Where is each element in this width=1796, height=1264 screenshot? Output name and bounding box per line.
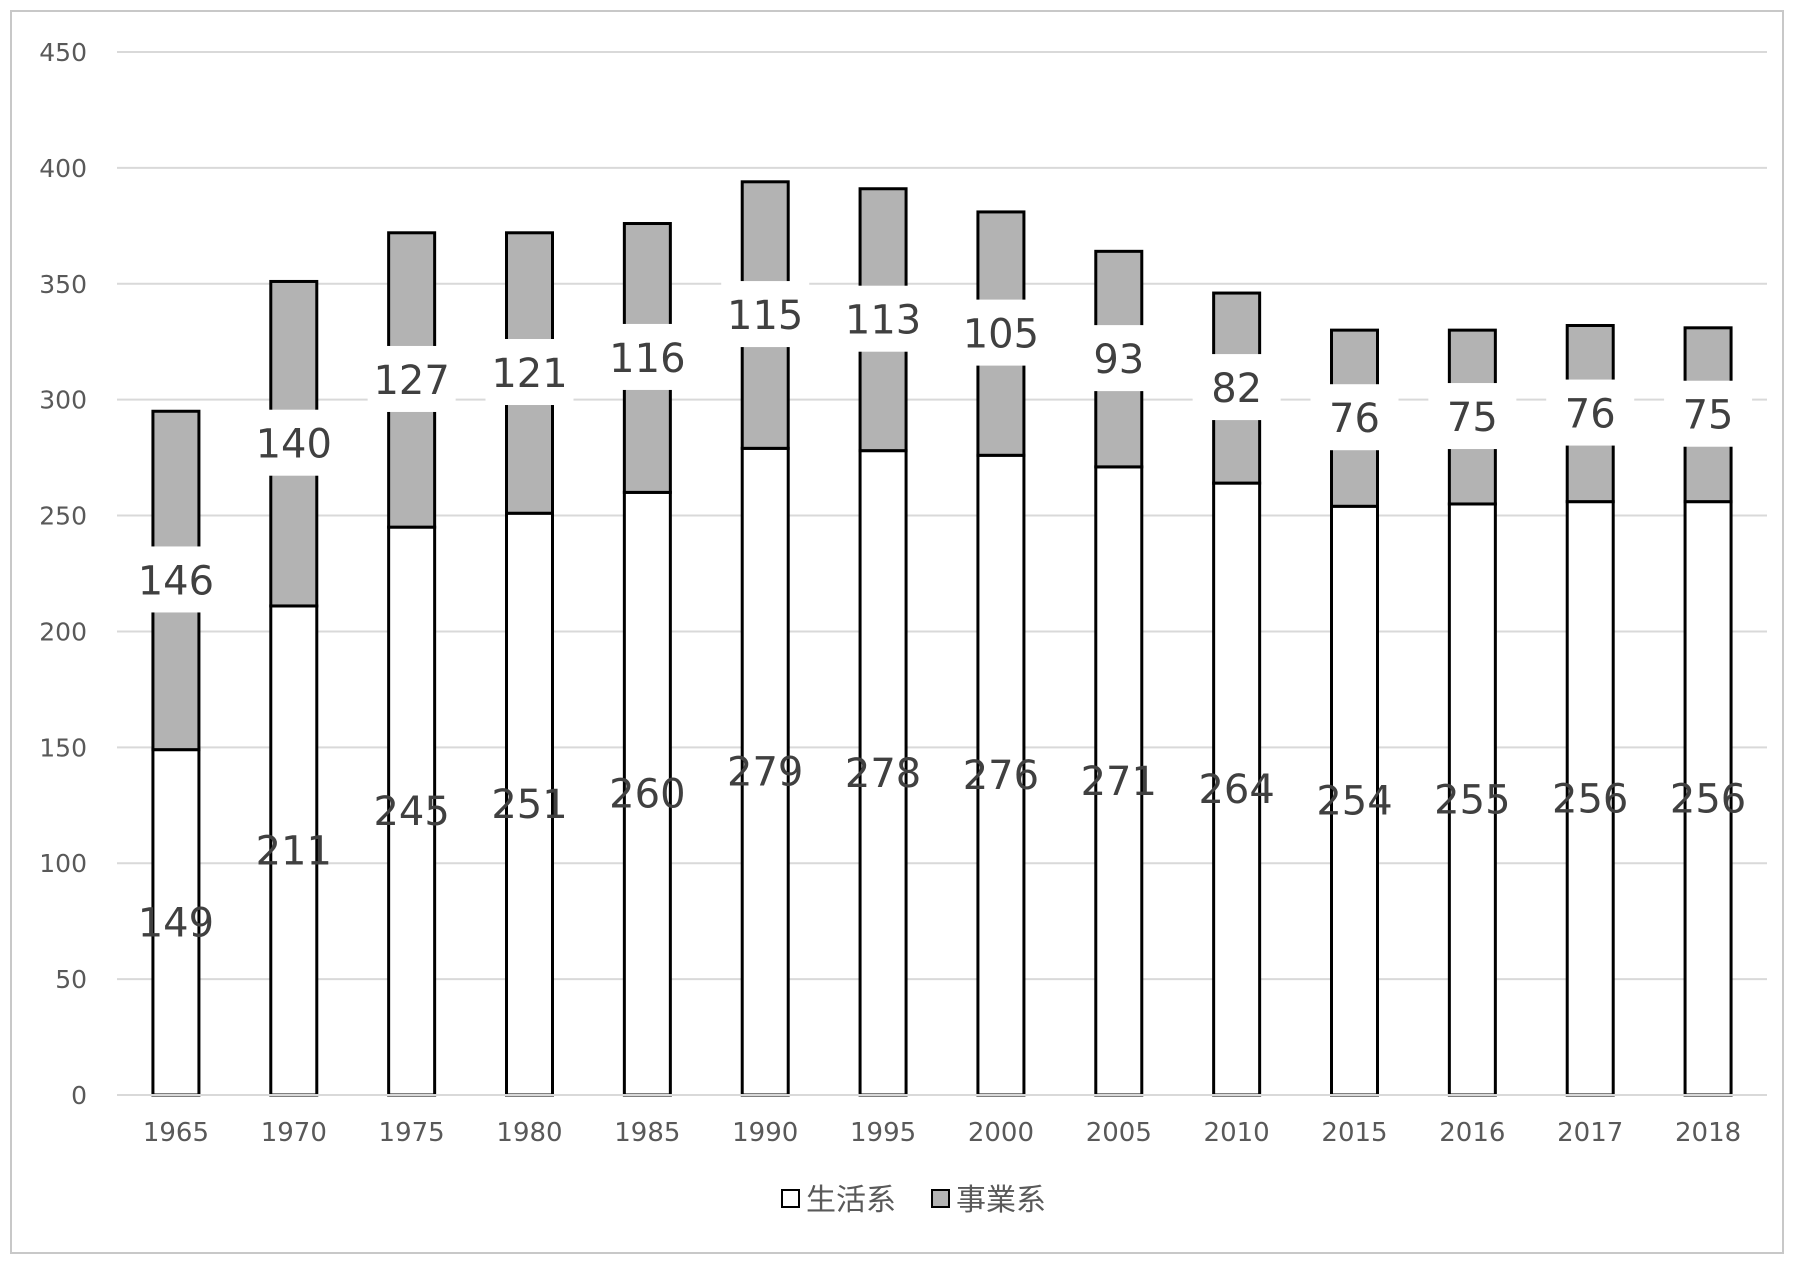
legend-label: 生活系 bbox=[806, 1183, 896, 1218]
bar-segment-seikatsu bbox=[1330, 504, 1379, 1097]
y-tick-label: 350 bbox=[39, 270, 87, 299]
y-tick-label: 450 bbox=[39, 38, 87, 67]
legend: 生活系 事業系 bbox=[781, 1183, 1046, 1218]
y-tick-label: 100 bbox=[39, 849, 87, 878]
data-label-bg bbox=[1192, 354, 1281, 421]
data-label-seikatsu: 251 bbox=[491, 782, 567, 828]
data-label-jigyou: 146 bbox=[138, 558, 214, 604]
data-label-seikatsu: 264 bbox=[1198, 767, 1274, 813]
data-label-bg bbox=[1546, 379, 1635, 446]
data-label-jigyou: 140 bbox=[256, 422, 332, 468]
data-label-bg bbox=[1310, 384, 1399, 451]
data-label-jigyou: 115 bbox=[727, 293, 803, 339]
x-tick-label: 1990 bbox=[732, 1118, 798, 1148]
legend-swatch bbox=[781, 1189, 800, 1208]
data-label-seikatsu: 149 bbox=[138, 900, 214, 946]
data-label-seikatsu: 211 bbox=[256, 828, 332, 874]
legend-label: 事業系 bbox=[956, 1183, 1046, 1218]
x-tick-label: 2005 bbox=[1086, 1118, 1152, 1148]
x-axis-ticks: 1965 1970 1975 1980 1985 1990 1995 2000 2005 2010… bbox=[143, 1118, 1741, 1148]
data-label-bg bbox=[1428, 383, 1517, 450]
data-label-jigyou: 116 bbox=[609, 336, 685, 382]
legend-swatch bbox=[931, 1189, 950, 1208]
data-label-jigyou: 76 bbox=[1329, 396, 1380, 442]
data-label-seikatsu: 255 bbox=[1434, 777, 1510, 823]
gridlines bbox=[117, 51, 1767, 981]
bars bbox=[151, 180, 1733, 1097]
data-label-seikatsu: 279 bbox=[727, 750, 803, 796]
chart-frame: 0 50 100 150 200 250 300 350 400 450 146 149 140 211… bbox=[10, 10, 1784, 1254]
data-label-bg bbox=[367, 345, 456, 412]
data-label-seikatsu: 276 bbox=[963, 753, 1039, 799]
bar-segment-seikatsu bbox=[1094, 465, 1144, 1097]
x-tick-label: 2010 bbox=[1204, 1118, 1270, 1148]
data-label-seikatsu: 245 bbox=[373, 789, 449, 835]
y-tick-label: 50 bbox=[55, 965, 87, 994]
data-label-seikatsu: 256 bbox=[1552, 776, 1628, 822]
x-tick-label: 2015 bbox=[1321, 1118, 1387, 1148]
data-label-seikatsu: 271 bbox=[1081, 759, 1157, 805]
x-tick-label: 1995 bbox=[850, 1118, 916, 1148]
data-label-jigyou: 93 bbox=[1093, 337, 1144, 383]
y-tick-label: 150 bbox=[39, 733, 87, 762]
y-tick-label: 250 bbox=[39, 502, 87, 531]
data-labels: 146 149 140 211 127 245 121 251 116 260 115 279 113 2… bbox=[131, 281, 1753, 946]
x-tick-label: 2000 bbox=[968, 1118, 1034, 1148]
data-label-bg bbox=[131, 546, 220, 613]
y-tick-label: 400 bbox=[39, 154, 87, 183]
data-label-bg bbox=[249, 409, 338, 476]
y-tick-label: 0 bbox=[71, 1081, 87, 1110]
x-tick-label: 2017 bbox=[1557, 1118, 1623, 1148]
data-label-bg bbox=[956, 299, 1045, 366]
data-label-seikatsu: 260 bbox=[609, 772, 685, 818]
x-tick-label: 1975 bbox=[379, 1118, 445, 1148]
data-label-seikatsu: 256 bbox=[1670, 776, 1746, 822]
data-label-jigyou: 75 bbox=[1683, 393, 1734, 439]
data-label-seikatsu: 254 bbox=[1316, 779, 1392, 825]
data-label-bg bbox=[839, 285, 928, 352]
x-tick-label: 1985 bbox=[614, 1118, 680, 1148]
data-label-jigyou: 105 bbox=[963, 312, 1039, 358]
x-tick-label: 1965 bbox=[143, 1118, 209, 1148]
data-label-bg bbox=[1664, 380, 1753, 447]
x-tick-label: 1980 bbox=[496, 1118, 562, 1148]
data-label-jigyou: 113 bbox=[845, 298, 921, 344]
bar-segment-seikatsu bbox=[1565, 500, 1615, 1097]
y-tick-label: 200 bbox=[39, 617, 87, 646]
x-tick-label: 1970 bbox=[261, 1118, 327, 1148]
data-label-jigyou: 82 bbox=[1211, 366, 1262, 412]
bar-segment-seikatsu bbox=[1212, 481, 1262, 1097]
x-tick-label: 2016 bbox=[1439, 1118, 1505, 1148]
x-tick-label: 2018 bbox=[1675, 1118, 1741, 1148]
data-label-bg bbox=[603, 323, 692, 390]
data-label-jigyou: 75 bbox=[1447, 395, 1498, 441]
data-label-seikatsu: 278 bbox=[845, 751, 921, 797]
y-tick-label: 300 bbox=[39, 386, 87, 415]
data-label-jigyou: 76 bbox=[1565, 392, 1616, 438]
data-label-bg bbox=[721, 281, 810, 348]
data-label-bg bbox=[485, 339, 574, 406]
stacked-bar-chart: 0 50 100 150 200 250 300 350 400 450 146 149 140 211… bbox=[39, 38, 1767, 1218]
data-label-jigyou: 121 bbox=[491, 351, 567, 397]
data-label-jigyou: 127 bbox=[373, 358, 449, 404]
data-label-bg bbox=[1074, 325, 1163, 392]
bar-segment-seikatsu bbox=[622, 490, 672, 1097]
y-axis-ticks: 0 50 100 150 200 250 300 350 400 450 bbox=[39, 38, 87, 1110]
bar-segment-seikatsu bbox=[976, 453, 1026, 1097]
